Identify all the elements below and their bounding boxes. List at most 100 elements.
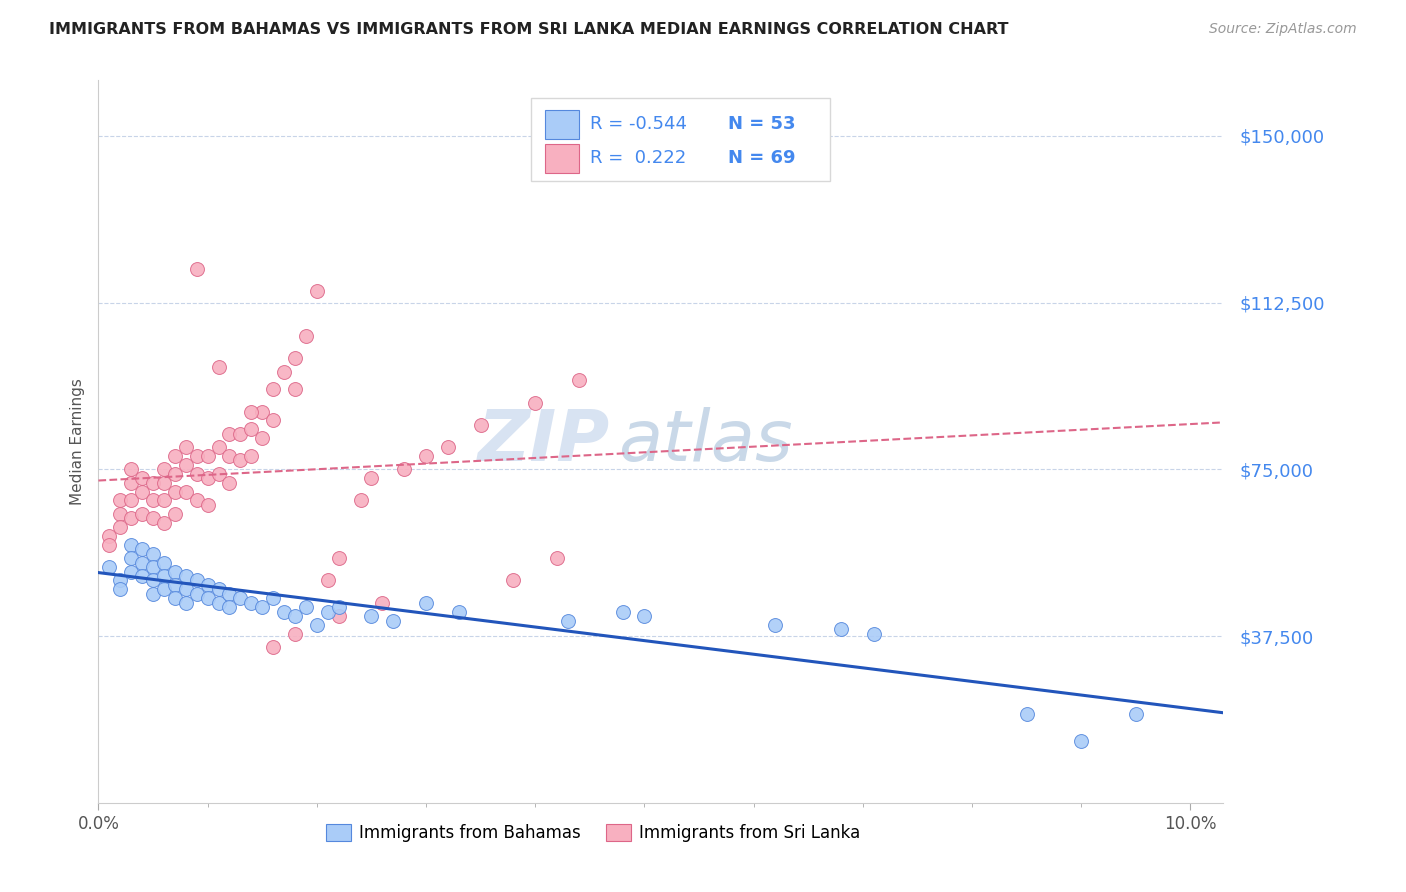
Point	[229, 426, 252, 441]
Point	[197, 498, 219, 512]
Point	[131, 542, 153, 557]
Point	[437, 440, 460, 454]
Y-axis label: Median Earnings: Median Earnings	[69, 378, 84, 505]
Point	[765, 618, 787, 632]
Point	[349, 493, 371, 508]
Point	[174, 440, 197, 454]
Point	[186, 467, 208, 481]
Point	[229, 453, 252, 467]
FancyBboxPatch shape	[531, 98, 830, 181]
Point	[207, 596, 229, 610]
Point	[360, 609, 382, 624]
Point	[415, 449, 437, 463]
Point	[284, 609, 307, 624]
Text: ZIP: ZIP	[478, 407, 610, 476]
Point	[295, 329, 318, 343]
Point	[218, 449, 240, 463]
Point	[371, 596, 394, 610]
Text: Source: ZipAtlas.com: Source: ZipAtlas.com	[1209, 22, 1357, 37]
Point	[240, 404, 263, 418]
Point	[392, 462, 415, 476]
Point	[153, 582, 176, 597]
Point	[612, 605, 634, 619]
Point	[197, 591, 219, 606]
Point	[1125, 706, 1147, 721]
Point	[142, 560, 165, 574]
Point	[316, 605, 339, 619]
Point	[305, 618, 328, 632]
Point	[163, 578, 186, 592]
Point	[207, 440, 229, 454]
Point	[830, 623, 852, 637]
Point	[120, 475, 142, 490]
Point	[305, 285, 328, 299]
Point	[262, 640, 284, 655]
Point	[557, 614, 579, 628]
Point	[218, 475, 240, 490]
Point	[470, 417, 492, 432]
Point	[120, 551, 142, 566]
Point	[240, 596, 263, 610]
Point	[360, 471, 382, 485]
Point	[131, 484, 153, 499]
Point	[131, 569, 153, 583]
Point	[186, 449, 208, 463]
Point	[382, 614, 405, 628]
Point	[262, 382, 284, 396]
Point	[252, 600, 274, 615]
Point	[218, 587, 240, 601]
Point	[328, 600, 350, 615]
Point	[240, 449, 263, 463]
Point	[153, 569, 176, 583]
FancyBboxPatch shape	[546, 144, 579, 173]
Point	[284, 382, 307, 396]
Point	[262, 413, 284, 427]
Point	[98, 529, 121, 543]
Point	[163, 565, 186, 579]
Point	[862, 627, 884, 641]
Point	[120, 511, 142, 525]
Point	[163, 449, 186, 463]
Point	[174, 569, 197, 583]
Point	[568, 373, 591, 387]
Text: R = -0.544: R = -0.544	[591, 115, 688, 133]
Point	[131, 556, 153, 570]
Point	[120, 565, 142, 579]
Point	[153, 493, 176, 508]
Point	[186, 587, 208, 601]
Point	[131, 471, 153, 485]
Point	[447, 605, 470, 619]
Point	[197, 578, 219, 592]
Point	[207, 582, 229, 597]
Text: R =  0.222: R = 0.222	[591, 149, 686, 167]
Point	[142, 574, 165, 588]
Point	[131, 507, 153, 521]
Point	[524, 395, 547, 409]
Point	[174, 458, 197, 472]
Point	[153, 556, 176, 570]
Text: N = 53: N = 53	[728, 115, 796, 133]
Point	[186, 574, 208, 588]
Point	[284, 627, 307, 641]
Point	[273, 364, 295, 378]
Point	[110, 507, 132, 521]
Text: atlas: atlas	[619, 407, 793, 476]
Point	[328, 609, 350, 624]
Point	[633, 609, 655, 624]
Point	[110, 582, 132, 597]
Point	[174, 484, 197, 499]
Point	[163, 591, 186, 606]
Point	[142, 493, 165, 508]
Point	[153, 462, 176, 476]
Point	[273, 605, 295, 619]
Point	[163, 467, 186, 481]
Point	[186, 262, 208, 277]
Point	[174, 596, 197, 610]
Point	[218, 600, 240, 615]
Point	[153, 516, 176, 530]
Point	[207, 360, 229, 375]
Point	[153, 475, 176, 490]
Point	[110, 520, 132, 534]
Point	[98, 538, 121, 552]
Point	[142, 475, 165, 490]
